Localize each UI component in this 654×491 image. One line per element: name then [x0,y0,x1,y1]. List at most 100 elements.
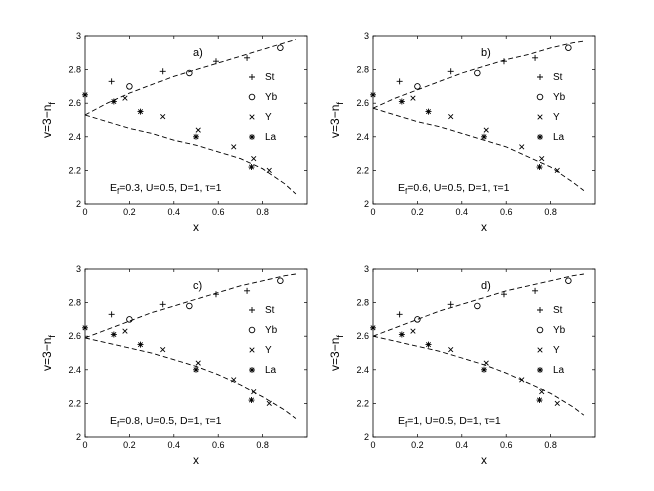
point-yb [126,316,133,323]
x-tick-label: 0.6 [500,207,513,217]
y-tick-label: 2 [76,432,81,442]
annotation-part: f [405,187,408,196]
y-axis-label-subscript: f [335,335,345,338]
legend-label-y: Y [553,112,560,123]
legend-marker-yb [536,93,544,101]
point-y [231,377,237,383]
x-axis-label: x [481,220,487,234]
y-tick-label: 3 [76,31,81,41]
legend-label-st: St [265,305,275,316]
point-la [110,331,117,338]
point-la [481,133,487,140]
legend-marker-y [537,114,543,120]
legend-label-yb: Yb [553,92,566,103]
legend-marker-la [249,134,255,140]
point-y [195,127,201,133]
y-axis-label: v=3−nf [328,335,345,371]
legend-label-yb: Yb [265,92,278,103]
legend-marker-y [249,114,255,120]
point-y [554,400,560,407]
legend-marker-st [249,307,255,313]
y-axis-label-subscript: f [47,335,57,338]
legend-marker-y [537,347,543,353]
point-y [266,400,272,407]
y-tick-label: 2.6 [68,331,81,341]
point-la [536,397,543,404]
lower-curve [372,107,585,191]
point-st [532,287,539,294]
y-tick-label: 2.8 [68,65,81,75]
x-tick-label: 0.2 [411,440,424,450]
upper-curve [84,273,296,339]
panel-4: 0 0.2 0.4 0.6 0.822.22.42.62.83xv=3−nfd)StYb… [328,264,596,467]
annotation-part: f [405,420,408,429]
parameter-annotation: Ef=0.6, U=0.5, D=1, τ=1 [398,182,510,196]
y-tick-label: 2.2 [68,165,81,175]
upper-curve [372,273,584,337]
legend-marker-st [537,307,543,313]
x-tick-label: 0 [370,207,375,217]
point-st [532,54,539,61]
point-y [539,156,545,162]
x-tick-label: 0.8 [256,207,269,217]
point-la [481,366,487,373]
y-axis-label-main: v=3−n [328,105,342,138]
point-la [370,91,376,98]
legend-marker-st [249,74,255,80]
x-tick-label: 0.8 [256,440,269,450]
x-tick-label: 0.6 [212,207,225,217]
y-tick-label: 2.4 [356,365,369,375]
y-tick-label: 2.2 [68,398,81,408]
legend-marker-yb [536,326,544,334]
legend-marker-yb [248,93,256,101]
plot-frame [84,268,308,438]
upper-curve [372,40,584,109]
x-tick-label: 0.4 [168,207,181,217]
point-yb [414,316,421,323]
legend-label-y: Y [265,345,272,356]
x-tick-label: 0.4 [168,440,181,450]
point-st [108,311,115,318]
point-y [519,377,525,383]
y-tick-label: 2.6 [68,98,81,108]
x-tick-label: 0.2 [123,207,136,217]
annotation-part: E [398,182,405,194]
y-tick-label: 3 [364,31,369,41]
point-yb [414,83,421,90]
legend-marker-la [537,367,543,373]
legend-marker-st [537,74,543,80]
panel-label: a) [193,47,203,59]
panel-label: d) [481,280,491,292]
legend-label-la: La [553,365,565,376]
point-y [160,114,166,120]
annotation-part: =0.3, U=0.5, D=1, [119,182,205,194]
point-yb [277,277,284,285]
annotation-part: =0.6, U=0.5, D=1, [407,182,493,194]
legend-marker-y [249,347,255,353]
point-st [396,78,403,85]
point-y [410,328,416,334]
x-tick-label: 0.4 [456,207,469,217]
legend-label-yb: Yb [265,325,278,336]
y-tick-label: 2 [364,199,369,209]
parameter-annotation: Ef=0.8, U=0.5, D=1, τ=1 [110,415,222,429]
point-yb [186,69,193,77]
point-la [82,91,88,98]
point-la [248,397,255,404]
legend-marker-la [537,134,543,140]
x-tick-label: 0.6 [500,440,513,450]
y-axis-label: v=3−nf [40,335,57,371]
point-y [251,156,257,162]
point-y [483,127,489,133]
panel-label: c) [193,280,202,292]
x-tick-label: 0.8 [544,207,557,217]
plot-frame [84,35,308,205]
upper-curve [84,38,297,116]
x-axis-label: x [481,453,487,467]
point-st [108,78,115,85]
point-yb [474,69,481,77]
annotation-part: τ [493,182,498,194]
x-axis-label: x [193,220,199,234]
point-y [410,95,416,101]
y-tick-label: 2.8 [68,298,81,308]
